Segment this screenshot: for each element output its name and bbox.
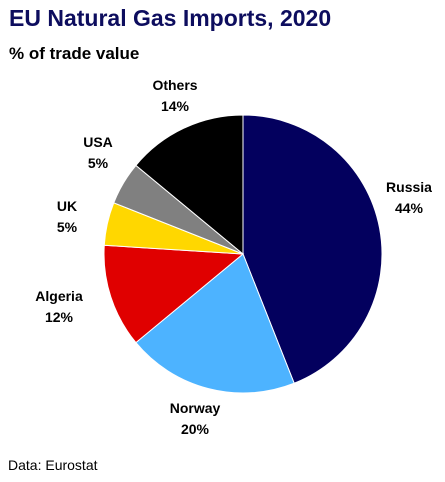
pie-slice-russia bbox=[242, 114, 383, 384]
pie-slice-algeria bbox=[103, 244, 245, 344]
slice-label-others: Others bbox=[152, 77, 197, 93]
pie-slice-others bbox=[135, 114, 244, 256]
slice-label-russia: Russia bbox=[386, 179, 432, 195]
slice-label-uk: UK bbox=[57, 198, 77, 214]
slice-value-algeria: 12% bbox=[45, 309, 74, 325]
data-source: Data: Eurostat bbox=[8, 457, 98, 473]
pie-labels: Russia 44% Norway 20% Algeria 12% UK 5% USA 5% Oth… bbox=[35, 77, 432, 437]
slice-value-norway: 20% bbox=[181, 421, 210, 437]
slice-value-russia: 44% bbox=[395, 200, 424, 216]
chart-title: EU Natural Gas Imports, 2020 bbox=[9, 5, 332, 31]
pie-slice-norway bbox=[135, 253, 295, 394]
slice-label-norway: Norway bbox=[170, 400, 221, 416]
chart-subtitle: % of trade value bbox=[9, 44, 140, 63]
slice-label-usa: USA bbox=[83, 134, 113, 150]
slice-value-uk: 5% bbox=[57, 219, 78, 235]
slice-value-others: 14% bbox=[161, 98, 190, 114]
slice-label-algeria: Algeria bbox=[35, 288, 83, 304]
pie-slices bbox=[103, 114, 383, 394]
slice-value-usa: 5% bbox=[88, 155, 109, 171]
